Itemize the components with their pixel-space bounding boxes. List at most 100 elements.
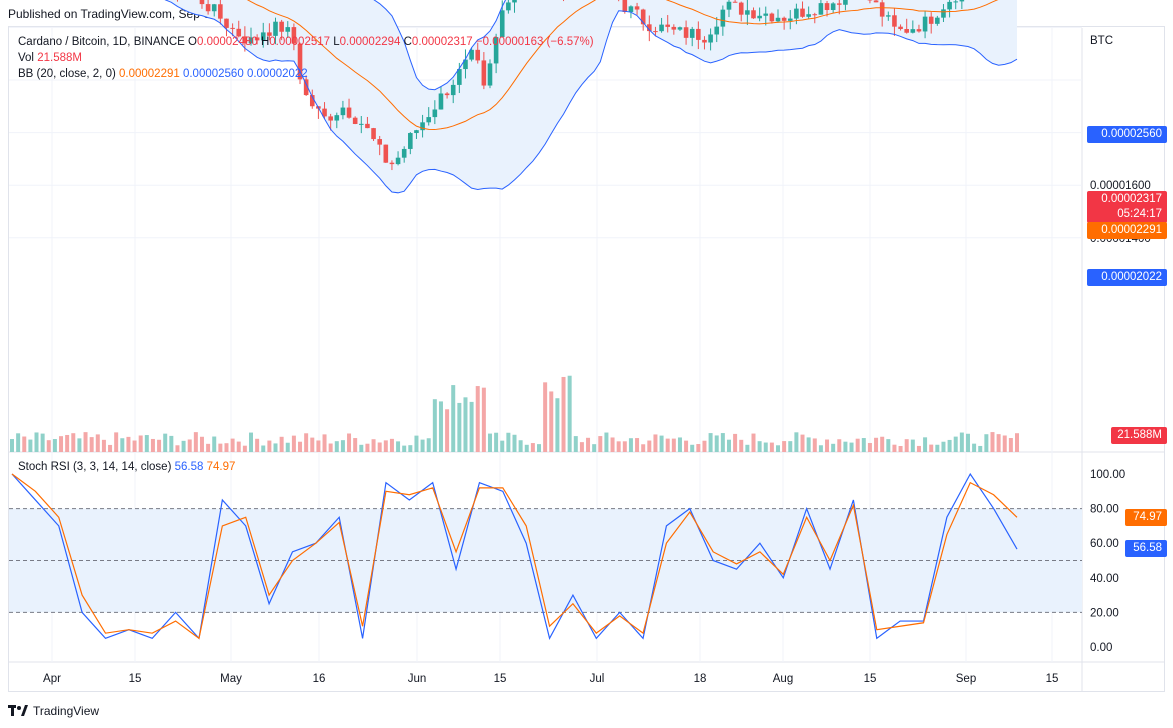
volume-bar [757, 441, 762, 452]
candle-body [787, 18, 793, 21]
volume-bar [114, 432, 119, 452]
candle-body [628, 6, 634, 12]
candle-body [371, 128, 376, 140]
volume-bar [610, 437, 615, 452]
volume-bar [71, 433, 76, 452]
volume-bar [267, 440, 272, 452]
volume-bar [451, 385, 456, 452]
candle-body [205, 4, 211, 12]
volume-bar [242, 445, 247, 452]
volume-bar [567, 375, 572, 452]
volume-bar [138, 435, 143, 452]
candle-body [659, 24, 664, 32]
candle-body [751, 10, 756, 19]
time-tick-label: Apr [43, 673, 61, 685]
volume-bar [255, 438, 260, 452]
volume-bar [702, 440, 707, 452]
time-tick-label: Jul [590, 673, 605, 685]
stoch-k-line [11, 472, 1018, 641]
time-tick-label: 15 [864, 673, 877, 685]
volume-bar [739, 439, 744, 452]
volume-bar [990, 432, 995, 452]
volume-bar [340, 440, 345, 452]
volume-bar [469, 401, 474, 452]
volume-bar [163, 433, 168, 452]
volume-bar [867, 442, 872, 452]
candle-body [947, 1, 952, 10]
stoch-d-line [11, 473, 1018, 640]
footer-brand[interactable]: TradingView [8, 704, 99, 718]
volume-bar [647, 440, 652, 452]
volume-bar [77, 438, 82, 452]
volume-bar [438, 401, 443, 452]
bb-upper-tag: 0.00002560 [1087, 126, 1167, 143]
close-price-value: 0.00002317 [1101, 193, 1162, 205]
candle-body [683, 27, 689, 38]
candle-body [267, 32, 272, 36]
volume-bar [475, 386, 480, 452]
stoch-tick-label: 100.00 [1090, 469, 1125, 481]
candle-body [922, 16, 928, 32]
volume-bar [206, 443, 211, 452]
legend-vol: 21.588M [37, 52, 82, 64]
volume-bar [132, 440, 137, 452]
volume-bar [414, 435, 419, 452]
volume-bar [831, 443, 836, 452]
volume-bar [659, 435, 664, 452]
volume-bar [904, 439, 909, 452]
candle-body [291, 27, 297, 44]
candle-body [450, 84, 456, 96]
volume-bar [984, 434, 989, 452]
volume-bar [120, 438, 125, 452]
volume-bar [10, 439, 14, 452]
legend-bb-lower: 0.00002022 [246, 68, 308, 80]
volume-bar [65, 434, 70, 452]
volume-bar [837, 439, 842, 452]
legend-row-volume: Vol 21.588M [18, 52, 82, 64]
volume-bar [40, 433, 45, 452]
volume-bar [445, 409, 450, 452]
legend-stoch-label[interactable]: Stoch RSI (3, 3, 14, 14, close) [18, 461, 172, 473]
candle-body [297, 43, 303, 80]
candle-body [365, 123, 370, 129]
candle-body [303, 79, 309, 96]
legend-vol-label[interactable]: Vol [18, 52, 34, 64]
candle-body [830, 3, 836, 11]
volume-bar [947, 439, 952, 452]
volume-bar [972, 443, 977, 452]
volume-bar [530, 443, 535, 452]
candle-body [469, 49, 474, 60]
time-tick-label: May [220, 673, 242, 685]
candle-body [671, 26, 677, 30]
legend-symbol[interactable]: Cardano / Bitcoin, 1D, BINANCE [18, 36, 185, 48]
volume-bar [892, 444, 897, 452]
volume-bar [616, 441, 621, 452]
candle-body [383, 144, 389, 163]
volume-bar [22, 436, 27, 452]
volume-bar [224, 443, 229, 452]
volume-bar [383, 440, 388, 452]
legend-bb-label[interactable]: BB (20, close, 2, 0) [18, 68, 116, 80]
candle-body [769, 13, 775, 22]
volume-bar [457, 402, 462, 452]
volume-bar [353, 438, 358, 452]
volume-bar [843, 441, 848, 452]
candle-body [824, 3, 830, 11]
candle-body [493, 37, 499, 64]
stoch-tick-label: 80.00 [1090, 504, 1119, 516]
candle-body [775, 17, 781, 22]
volume-bar [322, 434, 327, 452]
candle-body [506, 2, 511, 11]
volume-bar [965, 433, 970, 452]
volume-bar [432, 399, 437, 452]
footer-brand-label: TradingView [33, 704, 100, 718]
volume-bar [371, 439, 376, 452]
candle-body [358, 123, 364, 125]
candle-body [395, 157, 401, 165]
legend-low: 0.00002294 [339, 36, 401, 48]
candle-body [279, 21, 284, 32]
candle-body [512, 0, 517, 3]
volume-bar [782, 441, 787, 452]
volume-bar [169, 435, 174, 452]
